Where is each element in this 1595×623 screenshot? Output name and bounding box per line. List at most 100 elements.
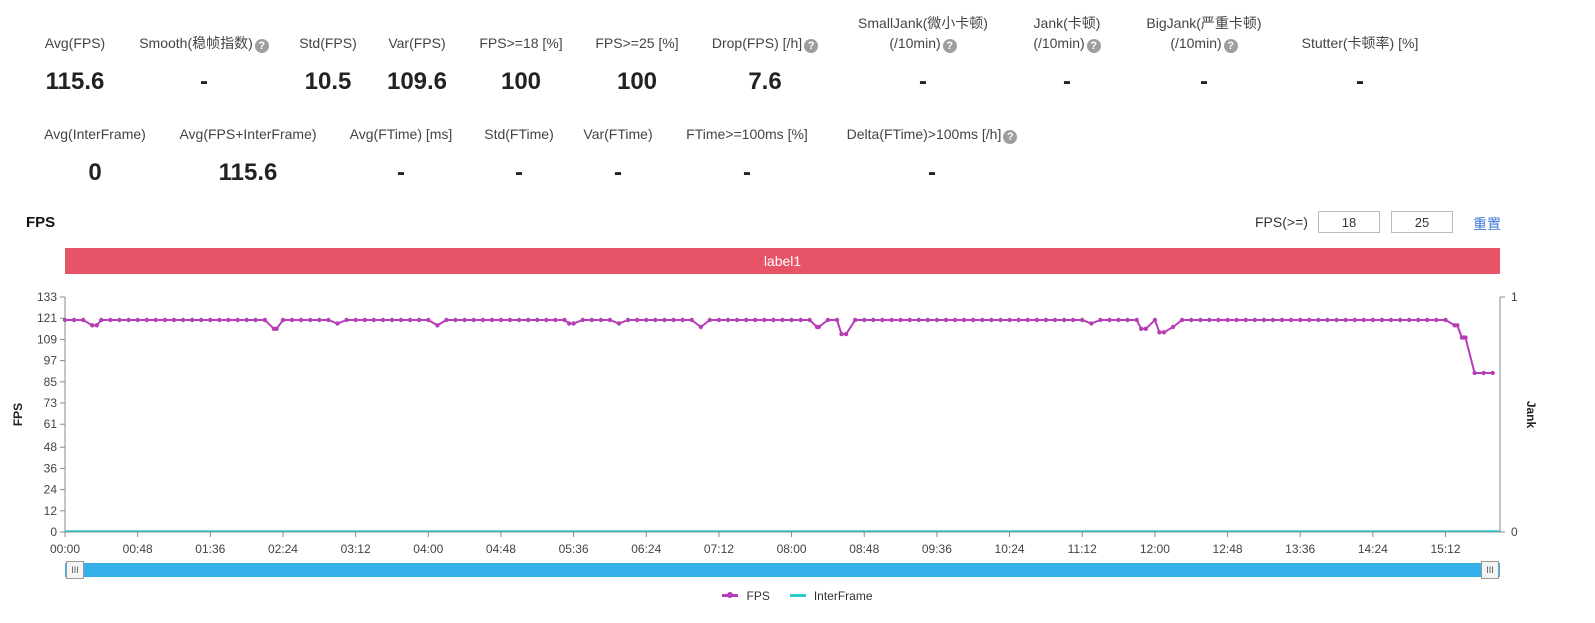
fps-point	[925, 317, 930, 323]
legend-item-fps[interactable]: FPS	[722, 589, 770, 603]
fps-point	[625, 317, 631, 323]
metric-row1-4: FPS>=18 [%] 100	[401, 33, 641, 95]
fps-point	[834, 317, 840, 323]
help-icon[interactable]: ?	[1003, 130, 1018, 144]
fps-point	[1198, 317, 1203, 323]
fps-point	[1288, 317, 1294, 323]
fps-point	[1279, 317, 1285, 323]
metric-row2-2: Avg(FTime) [ms] -	[281, 124, 521, 186]
fps-point	[507, 317, 513, 323]
x-tick-label: 05:36	[559, 542, 589, 556]
metric-value: 7.6	[748, 68, 782, 95]
metric-row1-1: Smooth(稳帧指数)? -	[84, 33, 324, 95]
fps-point	[1407, 317, 1412, 323]
fps-point	[862, 317, 867, 323]
y-tick-label: 36	[44, 461, 58, 475]
help-icon[interactable]: ?	[1086, 39, 1101, 53]
help-icon[interactable]: ?	[942, 39, 957, 53]
fps-point	[1472, 370, 1477, 376]
fps-point	[335, 321, 340, 326]
fps-point	[716, 317, 722, 323]
fps-point	[489, 317, 495, 323]
metric-row1-7: SmallJank(微小卡顿) (/10min)? -	[803, 13, 1043, 95]
fps-point	[1379, 317, 1385, 323]
metric-value: 115.6	[218, 159, 278, 186]
metric-row1-6: Drop(FPS) [/h]? 7.6	[645, 33, 885, 95]
y-tick-label: 85	[44, 375, 58, 389]
y-tick-label: 133	[37, 290, 57, 304]
chart-title: FPS	[26, 214, 56, 231]
metric-row2-4: Var(FTime) -	[498, 124, 738, 186]
y-tick-label: 61	[44, 417, 58, 431]
metric-row2-0: Avg(InterFrame) 0	[0, 124, 215, 186]
fps-point	[380, 317, 386, 323]
fps-point	[1370, 317, 1376, 323]
fps-point	[662, 317, 667, 323]
y-tick-label: 73	[44, 396, 58, 410]
fps-point	[280, 317, 286, 323]
metric-value: -	[928, 159, 936, 186]
fps-point	[180, 317, 186, 323]
y2-axis-title: Jank	[1524, 401, 1538, 429]
fps-point	[1134, 317, 1139, 323]
zoom-slider-left-handle[interactable]: III	[66, 561, 84, 579]
fps-point	[398, 317, 404, 323]
fps-point	[1143, 326, 1149, 331]
legend-swatch	[789, 594, 806, 597]
metric-row1-10: Stutter(卡顿率) [%] -	[1240, 33, 1480, 95]
fps-point	[807, 317, 812, 323]
fps-point	[916, 317, 921, 323]
legend-item-interframe[interactable]: InterFrame	[789, 589, 873, 603]
fps-point	[998, 317, 1003, 323]
fps-point	[1043, 317, 1049, 323]
fps-point	[1225, 317, 1230, 323]
fps-point	[1170, 324, 1176, 330]
help-icon[interactable]: ?	[1223, 39, 1238, 53]
fps-point	[571, 321, 576, 326]
fps-point	[516, 317, 522, 323]
metric-label-unit: (/10min)	[1033, 35, 1085, 51]
fps-point	[562, 317, 567, 323]
zoom-slider-right-handle[interactable]: III	[1481, 561, 1499, 579]
fps-point	[1007, 317, 1012, 323]
fps-point	[744, 317, 749, 323]
x-tick-label: 00:00	[50, 542, 80, 556]
metric-row2-6: Delta(FTime)>100ms [/h]? -	[812, 124, 1052, 186]
x-tick-label: 04:00	[413, 542, 443, 556]
metric-value: -	[200, 68, 208, 95]
fps-point	[1490, 370, 1495, 376]
metric-label: Avg(InterFrame)	[44, 126, 146, 142]
fps-point	[671, 317, 676, 323]
fps-point	[1116, 317, 1121, 323]
fps-threshold-input-2[interactable]	[1391, 211, 1453, 233]
fps-point	[480, 317, 485, 323]
y2-tick-label: 1	[1511, 290, 1518, 304]
fps-point	[644, 317, 649, 323]
chart-legend: FPS InterFrame	[0, 586, 1595, 603]
fps-point	[1388, 317, 1394, 323]
label-band[interactable]: label1	[65, 248, 1500, 274]
x-tick-label: 10:24	[995, 542, 1025, 556]
metric-row2-1: Avg(FPS+InterFrame) 115.6	[128, 124, 368, 186]
fps-point	[317, 317, 322, 323]
fps-point	[1252, 317, 1258, 323]
metric-label: Var(FPS)	[388, 35, 446, 51]
fps-point	[989, 317, 994, 323]
fps-threshold-input-1[interactable]	[1318, 211, 1380, 233]
metric-label: Drop(FPS) [/h]	[711, 35, 803, 51]
reset-button[interactable]: 重置	[1473, 216, 1501, 232]
zoom-slider-track[interactable]	[65, 563, 1500, 577]
fps-point	[843, 331, 849, 337]
fps-point	[725, 317, 731, 323]
fps-point	[907, 317, 912, 323]
fps-point	[734, 317, 740, 323]
fps-threshold-label: FPS(>=)	[1255, 214, 1308, 230]
fps-point	[1216, 317, 1221, 323]
help-icon[interactable]: ?	[804, 39, 819, 53]
fps-series-line	[65, 318, 1493, 374]
help-icon[interactable]: ?	[254, 39, 269, 53]
fps-point	[798, 317, 803, 323]
fps-point	[889, 317, 894, 323]
fps-point	[1089, 321, 1094, 326]
fps-point	[898, 317, 903, 323]
